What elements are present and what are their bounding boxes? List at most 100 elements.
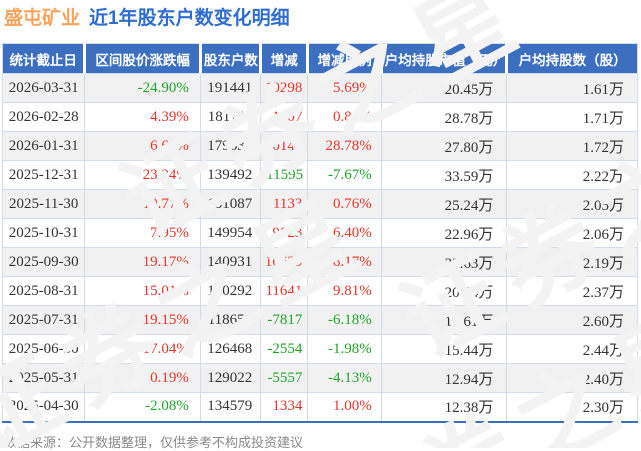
page-title: 盛屯矿业 近1年股东户数变化明细 [4, 6, 638, 32]
change-pct-cell: 6.40% [307, 218, 382, 248]
avg-value-cell: 28.78万 [380, 102, 508, 132]
price-change-cell: -24.90% [84, 73, 201, 103]
column-header-5: 户均持股市值（元） [379, 43, 507, 74]
price-change-cell: 6.60% [84, 131, 201, 161]
table-row: 2025-11-30 10.77% 151087 1133 0.76% 25.24万 2.0… [1, 189, 638, 219]
change-cell: 9023 [260, 218, 309, 248]
change-cell: 1334 [260, 392, 309, 422]
avg-value-cell: 20.54万 [380, 276, 508, 306]
avg-shares-cell: 2.40万 [506, 363, 638, 393]
change-pct-cell: 5.69% [307, 73, 382, 103]
avg-shares-cell: 2.44万 [506, 334, 638, 364]
shareholder-table: 统计截止日 区间股价涨跌幅 股东户数 增减 增减比例 户均持股市值（元） 户均持股数（股） … [1, 43, 638, 423]
change-cell: -11595 [260, 160, 309, 190]
avg-value-cell: 19.61万 [380, 305, 508, 335]
date-cell: 2025-05-31 [1, 363, 86, 393]
price-change-cell: 19.17% [84, 247, 201, 277]
column-header-2: 股东户数 [198, 43, 261, 74]
date-cell: 2026-03-31 [1, 73, 86, 103]
table-row: 2026-02-28 4.39% 181143 1507 0.84% 28.78万 1.71… [1, 102, 638, 132]
title-text: 近1年股东户数变化明细 [89, 8, 290, 29]
price-change-cell: 10.77% [84, 189, 201, 219]
change-pct-cell: 1.00% [307, 392, 382, 422]
price-change-cell: 17.04% [84, 334, 201, 364]
change-pct-cell: 8.17% [307, 247, 382, 277]
date-cell: 2025-07-31 [1, 305, 86, 335]
price-change-cell: 23.34% [84, 160, 201, 190]
holder-count-cell: 149954 [199, 218, 262, 248]
table-row: 2025-10-31 7.95% 149954 9023 6.40% 22.96万 2.06… [1, 218, 638, 248]
avg-shares-cell: 2.37万 [506, 276, 638, 306]
avg-shares-cell: 2.22万 [506, 160, 638, 190]
column-header-4: 增减比例 [306, 43, 382, 74]
avg-value-cell: 22.63万 [380, 247, 508, 277]
table-row: 2026-01-31 6.60% 179636 40144 28.78% 27.80万 1.… [1, 131, 638, 161]
holder-count-cell: 179636 [199, 131, 262, 161]
change-pct-cell: -4.13% [307, 363, 382, 393]
table-row: 2025-07-31 19.15% 118651 -7817 -6.18% 19.61万 2… [1, 305, 638, 335]
date-cell: 2025-11-30 [1, 189, 86, 219]
change-cell: 11641 [260, 276, 309, 306]
price-change-cell: 15.01% [84, 276, 201, 306]
price-change-cell: -2.08% [84, 392, 201, 422]
avg-shares-cell: 2.19万 [506, 247, 638, 277]
price-change-cell: 0.19% [84, 363, 201, 393]
holder-count-cell: 139492 [199, 160, 262, 190]
holder-count-cell: 181143 [199, 102, 262, 132]
change-pct-cell: 9.81% [307, 276, 382, 306]
avg-value-cell: 15.44万 [380, 334, 508, 364]
date-cell: 2025-10-31 [1, 218, 86, 248]
date-cell: 2025-12-31 [1, 160, 86, 190]
change-cell: -7817 [260, 305, 309, 335]
table-row: 2025-09-30 19.17% 140931 10639 8.17% 22.63万 2.… [1, 247, 638, 277]
change-cell: -2554 [260, 334, 309, 364]
column-header-1: 区间股价涨跌幅 [83, 43, 201, 74]
table-row: 2025-06-30 17.04% 126468 -2554 -1.98% 15.44万 2… [1, 334, 638, 364]
change-cell: 40144 [260, 131, 309, 161]
avg-value-cell: 27.80万 [380, 131, 508, 161]
date-cell: 2025-09-30 [1, 247, 86, 277]
price-change-cell: 4.39% [84, 102, 201, 132]
avg-value-cell: 12.94万 [380, 363, 508, 393]
price-change-cell: 7.95% [84, 218, 201, 248]
change-cell: 10639 [260, 247, 309, 277]
change-pct-cell: -7.67% [307, 160, 382, 190]
date-cell: 2025-04-30 [1, 392, 86, 422]
holder-count-cell: 134579 [199, 392, 262, 422]
holder-count-cell: 129022 [199, 363, 262, 393]
avg-shares-cell: 2.30万 [506, 392, 638, 422]
date-cell: 2025-08-31 [1, 276, 86, 306]
date-cell: 2026-02-28 [1, 102, 86, 132]
table-row: 2025-12-31 23.34% 139492 -11595 -7.67% 33.59万… [1, 160, 638, 190]
change-pct-cell: -6.18% [307, 305, 382, 335]
avg-shares-cell: 2.60万 [506, 305, 638, 335]
change-pct-cell: 28.78% [307, 131, 382, 161]
avg-value-cell: 12.38万 [380, 392, 508, 422]
change-cell: -5557 [260, 363, 309, 393]
avg-shares-cell: 1.71万 [506, 102, 638, 132]
change-cell: 10298 [260, 73, 309, 103]
table-row: 2025-08-31 15.01% 130292 11641 9.81% 20.54万 2.… [1, 276, 638, 306]
avg-value-cell: 33.59万 [380, 160, 508, 190]
table-body: 2026-03-31 -24.90% 191441 10298 5.69% 20.45万 1… [1, 73, 638, 422]
stock-name: 盛屯矿业 [4, 8, 81, 29]
change-cell: 1507 [260, 102, 309, 132]
column-header-3: 增减 [259, 43, 308, 74]
change-pct-cell: 0.84% [307, 102, 382, 132]
table-row: 2025-04-30 -2.08% 134579 1334 1.00% 12.38万 2.3… [1, 392, 638, 422]
holder-count-cell: 130292 [199, 276, 262, 306]
column-header-0: 统计截止日 [2, 43, 85, 74]
avg-value-cell: 22.96万 [380, 218, 508, 248]
avg-value-cell: 20.45万 [380, 73, 508, 103]
table-row: 2026-03-31 -24.90% 191441 10298 5.69% 20.45万 1… [1, 73, 638, 103]
avg-shares-cell: 1.61万 [506, 73, 638, 103]
holder-count-cell: 191441 [199, 73, 262, 103]
price-change-cell: 19.15% [84, 305, 201, 335]
change-pct-cell: -1.98% [307, 334, 382, 364]
avg-shares-cell: 1.72万 [506, 131, 638, 161]
change-cell: 1133 [260, 189, 309, 219]
holder-count-cell: 126468 [199, 334, 262, 364]
holder-count-cell: 151087 [199, 189, 262, 219]
header-row: 统计截止日 区间股价涨跌幅 股东户数 增减 增减比例 户均持股市值（元） 户均持股数（股） [2, 43, 638, 74]
